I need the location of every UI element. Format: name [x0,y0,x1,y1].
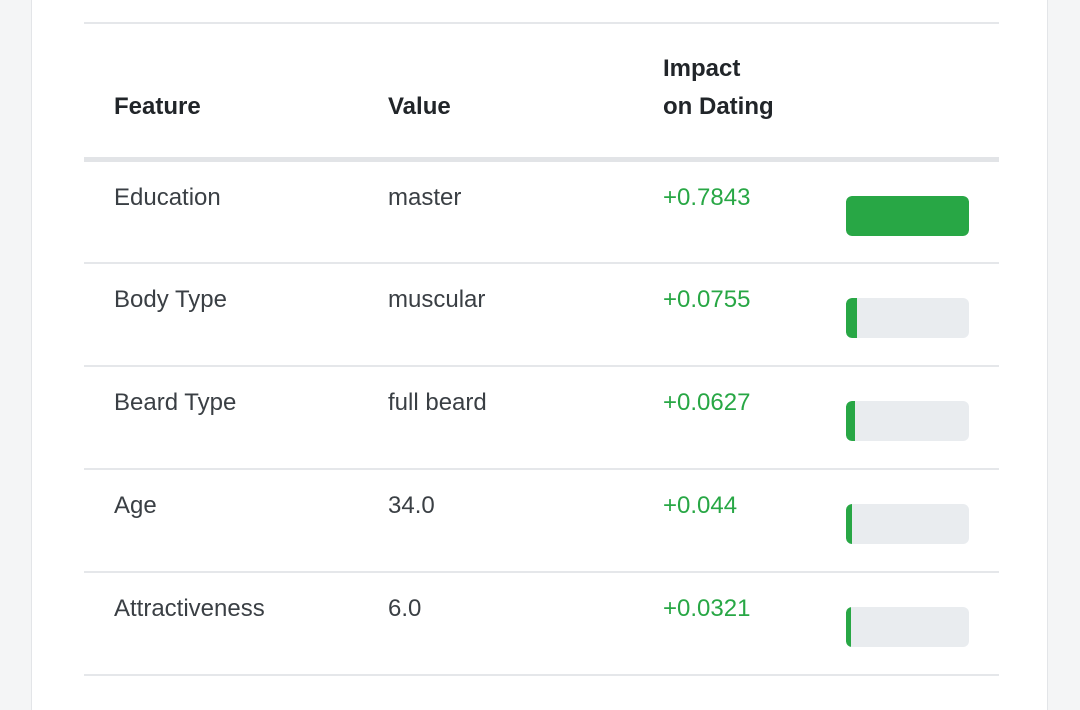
table-row: Age 34.0 +0.044 [84,468,999,573]
impact-cell: +0.0627 [633,365,816,470]
header-bar [816,23,999,162]
impact-bar-fill [846,400,856,441]
impact-bar-cell [816,262,999,367]
value-cell: muscular [358,262,633,367]
impact-bar-cell [816,159,999,264]
value-cell: 34.0 [358,468,633,573]
impact-bar-fill [846,196,969,236]
header-value: Value [358,23,633,162]
value-cell: full beard [358,365,633,470]
impact-bar-cell [816,365,999,470]
value-cell: 6.0 [358,571,633,676]
table-row: Attractiveness 6.0 +0.0321 [84,571,999,676]
feature-cell: Body Type [84,262,358,367]
impact-cell: +0.7843 [633,159,816,264]
table-row: Beard Type full beard +0.0627 [84,365,999,470]
feature-impact-table: Feature Value Impact on Dating Education… [84,22,999,676]
impact-bar-fill [846,297,858,338]
feature-cell: Beard Type [84,365,358,470]
table-row: Body Type muscular +0.0755 [84,262,999,367]
impact-cell: +0.0321 [633,571,816,676]
feature-cell: Attractiveness [84,571,358,676]
value-cell: master [358,159,633,264]
impact-bar-cell [816,571,999,676]
header-feature: Feature [84,23,358,162]
impact-cell: +0.0755 [633,262,816,367]
header-impact: Impact on Dating [633,23,816,162]
feature-impact-card: Feature Value Impact on Dating Education… [31,0,1048,710]
impact-bar-cell [816,468,999,573]
impact-bar [846,196,969,236]
feature-cell: Education [84,159,358,264]
impact-bar [846,606,969,647]
feature-cell: Age [84,468,358,573]
impact-bar-fill [846,606,851,647]
impact-bar [846,503,969,544]
impact-cell: +0.044 [633,468,816,573]
impact-bar [846,297,969,338]
table-header-row: Feature Value Impact on Dating [84,23,999,162]
table-row: Education master +0.7843 [84,159,999,264]
impact-bar-fill [846,503,853,544]
impact-bar [846,400,969,441]
